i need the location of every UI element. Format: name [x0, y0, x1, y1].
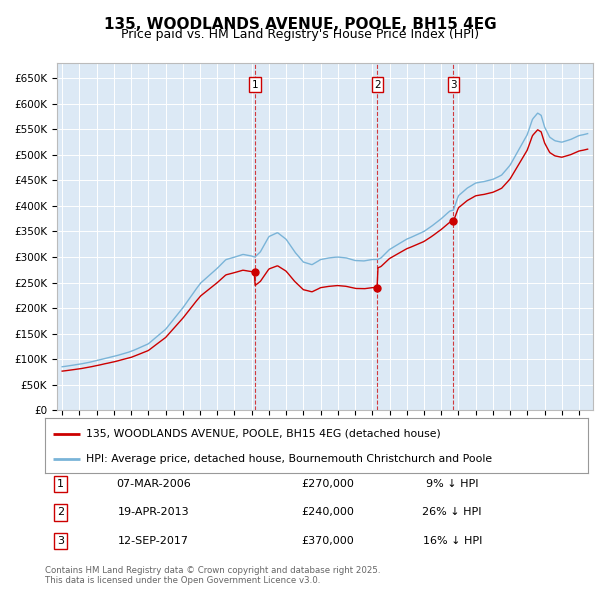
Text: 07-MAR-2006: 07-MAR-2006: [116, 479, 191, 489]
Text: 3: 3: [57, 536, 64, 546]
Text: 1: 1: [251, 80, 258, 90]
Text: £270,000: £270,000: [301, 479, 354, 489]
Text: 12-SEP-2017: 12-SEP-2017: [118, 536, 189, 546]
Text: 1: 1: [57, 479, 64, 489]
Text: 19-APR-2013: 19-APR-2013: [118, 507, 190, 517]
Text: £240,000: £240,000: [301, 507, 354, 517]
Text: 9% ↓ HPI: 9% ↓ HPI: [426, 479, 479, 489]
Text: £370,000: £370,000: [301, 536, 354, 546]
Text: 16% ↓ HPI: 16% ↓ HPI: [422, 536, 482, 546]
Text: 135, WOODLANDS AVENUE, POOLE, BH15 4EG (detached house): 135, WOODLANDS AVENUE, POOLE, BH15 4EG (…: [86, 429, 440, 439]
Text: HPI: Average price, detached house, Bournemouth Christchurch and Poole: HPI: Average price, detached house, Bour…: [86, 454, 492, 464]
Text: 2: 2: [374, 80, 381, 90]
Text: Price paid vs. HM Land Registry's House Price Index (HPI): Price paid vs. HM Land Registry's House …: [121, 28, 479, 41]
Text: 2: 2: [56, 507, 64, 517]
Text: Contains HM Land Registry data © Crown copyright and database right 2025.
This d: Contains HM Land Registry data © Crown c…: [45, 566, 380, 585]
Text: 135, WOODLANDS AVENUE, POOLE, BH15 4EG: 135, WOODLANDS AVENUE, POOLE, BH15 4EG: [104, 17, 496, 31]
Text: 3: 3: [450, 80, 457, 90]
Text: 26% ↓ HPI: 26% ↓ HPI: [422, 507, 482, 517]
